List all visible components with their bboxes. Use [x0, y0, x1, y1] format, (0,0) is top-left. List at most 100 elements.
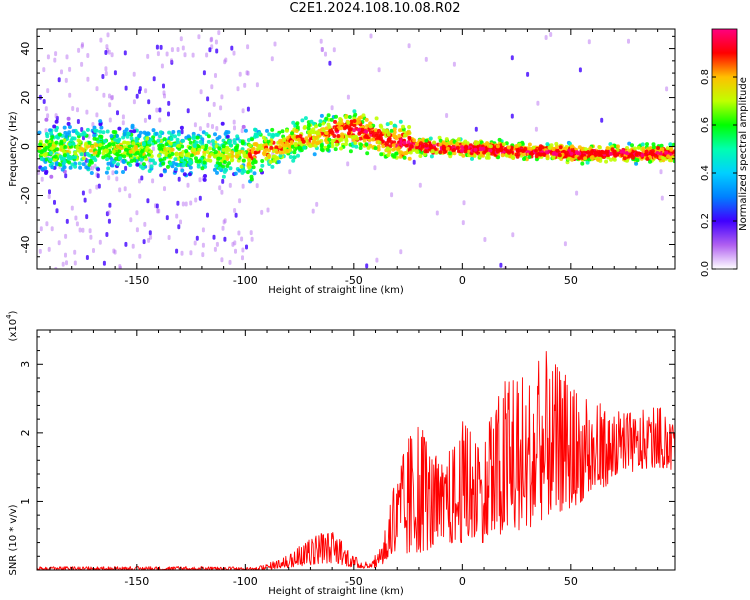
- x-tick-label: -100: [233, 274, 258, 287]
- heatmap-cell: [196, 144, 200, 148]
- heatmap-cell: [253, 133, 258, 138]
- heatmap-cell: [224, 57, 228, 63]
- heatmap-cell: [181, 201, 185, 207]
- heatmap-cell: [251, 165, 256, 170]
- heatmap-cell: [297, 141, 302, 145]
- heatmap-cell: [659, 169, 663, 175]
- heatmap-cell: [194, 159, 199, 164]
- heatmap-cell: [650, 149, 655, 153]
- heatmap-cell: [44, 106, 48, 112]
- heatmap-cell: [360, 127, 365, 132]
- heatmap-cell: [211, 124, 214, 129]
- heatmap-cell: [522, 157, 526, 161]
- heatmap-cell: [438, 142, 443, 147]
- heatmap-cell: [271, 154, 276, 159]
- heatmap-cell: [230, 150, 235, 155]
- heatmap-cell: [228, 166, 233, 171]
- heatmap-cell: [391, 143, 396, 148]
- heatmap-cell: [90, 144, 95, 149]
- heatmap-cell: [203, 174, 207, 178]
- heatmap-cell: [227, 161, 231, 166]
- heatmap-cell: [221, 148, 226, 152]
- heatmap-cell: [94, 143, 99, 148]
- heatmap-cell: [442, 150, 447, 154]
- heatmap-cell: [80, 127, 84, 132]
- heatmap-cell: [665, 86, 669, 92]
- heatmap-cell: [338, 117, 343, 121]
- heatmap-cell: [39, 226, 43, 232]
- heatmap-cell: [179, 36, 183, 42]
- heatmap-cell: [213, 150, 218, 154]
- heatmap-cell: [301, 139, 306, 144]
- heatmap-cell: [563, 241, 567, 247]
- y-tick-label: -40: [19, 236, 32, 254]
- heatmap-cell: [88, 188, 92, 194]
- snr-line: [37, 351, 675, 570]
- heatmap-cell: [146, 198, 150, 204]
- heatmap-cell: [344, 137, 349, 142]
- heatmap-cell: [47, 246, 51, 252]
- heatmap-cell: [98, 119, 103, 124]
- heatmap-cell: [54, 113, 58, 119]
- heatmap-cell: [424, 143, 429, 148]
- heatmap-cell: [49, 131, 54, 136]
- heatmap-cell: [488, 144, 493, 149]
- heatmap-cell: [660, 195, 664, 201]
- heatmap-cell: [159, 173, 164, 178]
- heatmap-cell: [236, 86, 240, 92]
- heatmap-cell: [423, 149, 428, 154]
- heatmap-cell: [130, 125, 135, 130]
- heatmap-cell: [192, 144, 197, 149]
- heatmap-cell: [359, 142, 363, 147]
- heatmap-cell: [260, 163, 265, 168]
- x-tick-label: 50: [564, 575, 578, 588]
- heatmap-cell: [223, 236, 227, 242]
- heatmap-cell: [137, 133, 142, 138]
- heatmap-cell: [139, 164, 143, 169]
- heatmap-cell: [74, 215, 78, 221]
- heatmap-cell: [285, 149, 290, 153]
- heatmap-cell: [44, 169, 49, 174]
- heatmap-cell: [134, 136, 139, 141]
- heatmap-cell: [381, 128, 386, 133]
- heatmap-cell: [518, 148, 522, 153]
- heatmap-cell: [217, 30, 221, 36]
- heatmap-cell: [188, 140, 193, 145]
- heatmap-cell: [67, 160, 72, 165]
- heatmap-cell: [377, 128, 381, 133]
- heatmap-cell: [177, 176, 181, 182]
- heatmap-cell: [126, 131, 131, 136]
- heatmap-cell: [112, 248, 116, 254]
- heatmap-cell: [339, 146, 343, 151]
- heatmap-cell: [81, 42, 84, 48]
- heatmap-cell: [101, 151, 106, 156]
- heatmap-cell: [122, 154, 127, 159]
- heatmap-cell: [385, 140, 390, 145]
- heatmap-cell: [284, 128, 289, 133]
- heatmap-cell: [217, 166, 222, 171]
- heatmap-cell: [411, 148, 416, 152]
- heatmap-cell: [296, 153, 300, 158]
- heatmap-cell: [225, 164, 230, 168]
- heatmap-cell: [478, 146, 483, 151]
- heatmap-cell: [189, 250, 193, 256]
- heatmap-cell: [651, 145, 656, 150]
- heatmap-cell: [303, 116, 308, 121]
- heatmap-cell: [88, 228, 92, 234]
- heatmap-cell: [184, 149, 189, 153]
- heatmap-cell: [307, 133, 312, 138]
- heatmap-cell: [578, 67, 582, 73]
- heatmap-cell: [324, 131, 329, 136]
- heatmap-cell: [365, 263, 369, 269]
- heatmap-cell: [409, 144, 414, 149]
- heatmap-cell: [62, 153, 67, 158]
- heatmap-cell: [241, 108, 245, 114]
- heatmap-cell: [517, 142, 522, 147]
- heatmap-cell: [570, 147, 575, 152]
- heatmap-cell: [247, 165, 252, 170]
- heatmap-cell: [47, 194, 51, 199]
- heatmap-cell: [89, 234, 93, 240]
- heatmap-cell: [292, 155, 297, 160]
- heatmap-cell: [403, 133, 407, 138]
- heatmap-cell: [205, 150, 210, 154]
